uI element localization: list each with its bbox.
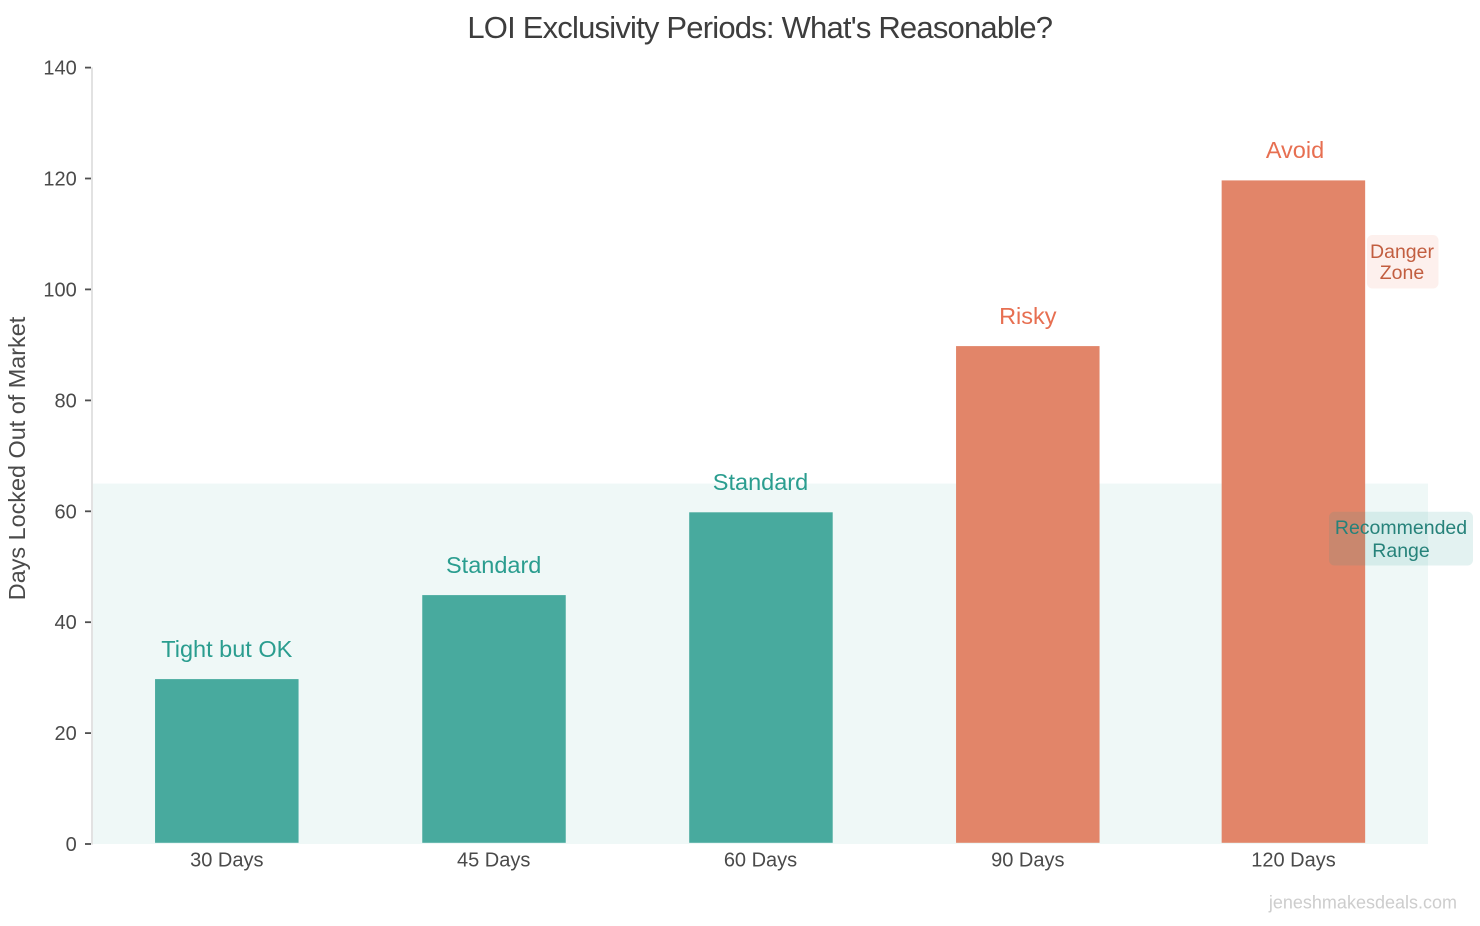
svg-text:100: 100 (43, 279, 76, 301)
svg-text:45 Days: 45 Days (457, 850, 530, 872)
svg-text:Days Locked Out of Market: Days Locked Out of Market (4, 316, 30, 600)
svg-text:Standard: Standard (446, 552, 541, 578)
svg-text:Danger: Danger (1370, 241, 1434, 263)
svg-text:Risky: Risky (999, 303, 1057, 329)
svg-text:Zone: Zone (1380, 262, 1424, 284)
svg-text:30 Days: 30 Days (190, 850, 263, 872)
svg-text:Recommended: Recommended (1335, 517, 1467, 539)
svg-text:Tight but OK: Tight but OK (161, 636, 292, 662)
svg-text:Avoid: Avoid (1266, 137, 1324, 163)
svg-text:20: 20 (55, 723, 77, 745)
svg-text:120: 120 (43, 169, 76, 191)
svg-text:40: 40 (55, 612, 77, 634)
svg-text:60 Days: 60 Days (724, 850, 797, 872)
svg-text:Range: Range (1372, 540, 1429, 562)
svg-text:80: 80 (55, 390, 77, 412)
svg-text:Standard: Standard (713, 469, 808, 495)
svg-text:60: 60 (55, 501, 77, 523)
svg-text:90 Days: 90 Days (991, 850, 1064, 872)
svg-text:120 Days: 120 Days (1251, 850, 1336, 872)
svg-text:LOI Exclusivity Periods: What': LOI Exclusivity Periods: What's Reasonab… (467, 10, 1052, 45)
svg-text:0: 0 (66, 834, 77, 856)
svg-text:jeneshmakesdeals.com: jeneshmakesdeals.com (1268, 893, 1457, 913)
svg-text:140: 140 (43, 58, 76, 80)
